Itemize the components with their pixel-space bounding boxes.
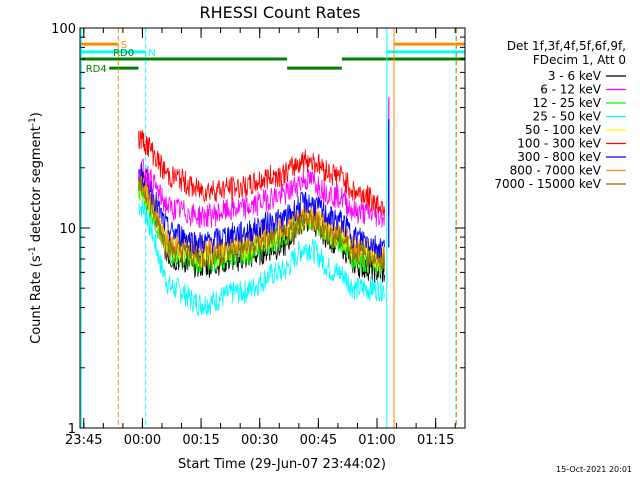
legend-header-line-2: FDecim 1, Att 0 [533, 53, 626, 67]
x-tick-label-3: 00:30 [241, 433, 278, 448]
chart-title: RHESSI Count Rates [200, 3, 361, 22]
legend-label-2: 12 - 25 keV [533, 96, 602, 110]
flag-label-rd0: RD0 [113, 48, 134, 59]
x-tick-label-4: 00:45 [300, 433, 337, 448]
legend-label-6: 300 - 800 keV [517, 150, 601, 164]
legend-label-8: 7000 - 15000 keV [494, 177, 601, 191]
y-axis-label: Count Rate (s-1 detector segment-1) [28, 112, 44, 344]
flag-label-rd4: RD4 [86, 64, 107, 75]
series-line-3 [138, 198, 385, 317]
flag-label-s: S [121, 40, 127, 51]
legend-label-5: 100 - 300 keV [517, 137, 601, 151]
x-tick-label-6: 01:15 [417, 433, 454, 448]
legend-label-4: 50 - 100 keV [525, 123, 602, 137]
x-tick-label-1: 00:00 [124, 433, 161, 448]
series-line-1 [138, 158, 385, 228]
y-tick-label-2: 100 [51, 22, 76, 37]
x-tick-label-5: 01:00 [358, 433, 395, 448]
x-axis-label: Start Time (29-Jun-07 23:44:02) [178, 457, 386, 472]
x-tick-label-2: 00:15 [182, 433, 219, 448]
y-tick-label-0: 1 [68, 422, 76, 437]
legend-label-3: 25 - 50 keV [533, 110, 602, 124]
legend-label-0: 3 - 6 keV [548, 69, 602, 83]
series-line-5 [138, 129, 385, 217]
flag-label-n: N [148, 48, 155, 59]
footer-date: 15-Oct-2021 20:01 [556, 465, 632, 474]
legend-label-1: 6 - 12 keV [540, 83, 602, 97]
legend-label-7: 800 - 7000 keV [510, 164, 602, 178]
legend-header-line-1: Det 1f,3f,4f,5f,6f,9f, [507, 39, 626, 53]
y-tick-label-1: 10 [59, 222, 76, 237]
series-line-8 [138, 176, 385, 272]
series-line-6 [138, 162, 385, 259]
x-tick-label-0: 23:45 [65, 433, 102, 448]
legend: Det 1f,3f,4f,5f,6f,9f, FDecim 1, Att 0 3… [494, 39, 626, 191]
